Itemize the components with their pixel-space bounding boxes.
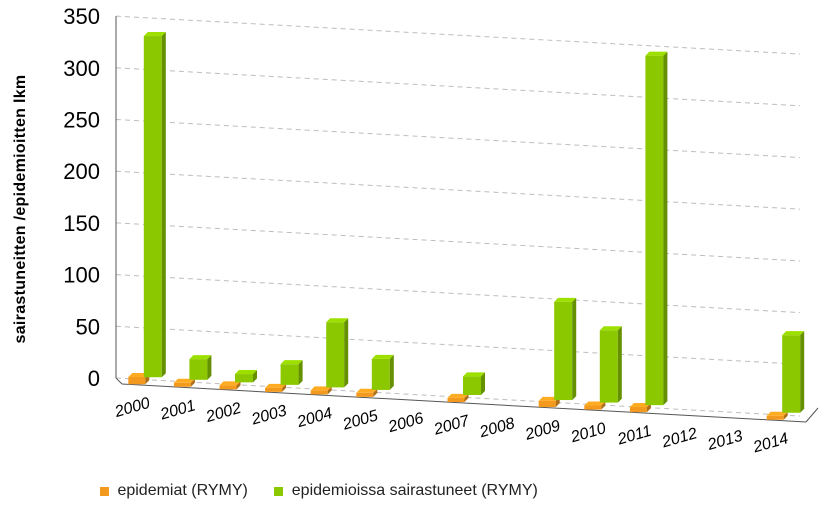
bar-sairastuneet-2007 — [463, 372, 485, 395]
bar-sairastuneet-2001 — [189, 355, 212, 380]
x-tick-label: 2012 — [659, 425, 699, 451]
bar-epidemiat-2014 — [766, 411, 788, 420]
gridline — [115, 15, 801, 55]
gridline — [115, 274, 801, 314]
x-tick-label: 2011 — [615, 423, 654, 449]
bar-epidemiat-2003 — [265, 383, 287, 392]
bar-epidemiat-2010 — [584, 401, 606, 410]
bar-epidemiat-2005 — [356, 388, 378, 397]
bars — [128, 32, 805, 420]
x-tick-label: 2000 — [112, 395, 152, 421]
y-tick-label: 150 — [63, 211, 100, 236]
x-tick-label: 2013 — [705, 428, 745, 454]
x-tick-label: 2014 — [750, 430, 790, 456]
bar-sairastuneet-2011 — [645, 51, 668, 406]
gridline — [115, 170, 801, 210]
x-tick-label: 2008 — [477, 415, 517, 441]
x-tick-label: 2002 — [203, 400, 243, 426]
bar-epidemiat-2007 — [447, 393, 469, 402]
legend-item-sairastuneet: epidemioissa sairastuneet (RYMY) — [274, 482, 538, 500]
bar-sairastuneet-2000 — [143, 32, 166, 378]
x-tick-label: 2003 — [249, 402, 289, 428]
gridline — [115, 119, 801, 158]
bar-sairastuneet-2010 — [599, 326, 622, 403]
y-tick-label: 300 — [63, 56, 100, 81]
x-tick-label: 2010 — [568, 420, 608, 446]
bar-sairastuneet-2004 — [326, 318, 349, 388]
gridlines — [115, 15, 801, 417]
legend: epidemiat (RYMY) epidemioissa sairastune… — [100, 482, 560, 500]
x-tick-label: 2007 — [431, 412, 472, 439]
y-tick-label: 0 — [88, 366, 100, 391]
legend-swatch-epidemiat — [100, 486, 109, 496]
y-axis-title: sairastuneitten /epidemioitten lkm — [12, 74, 29, 344]
legend-label-sairastuneet: epidemioissa sairastuneet (RYMY) — [291, 482, 538, 499]
bar-sairastuneet-2009 — [554, 297, 577, 401]
legend-label-epidemiat: epidemiat (RYMY) — [117, 482, 248, 499]
bar-sairastuneet-2002 — [235, 370, 257, 383]
y-tick-label: 100 — [63, 263, 100, 288]
bar-sairastuneet-2014 — [782, 331, 805, 413]
y-tick-label: 50 — [76, 314, 100, 339]
x-tick-label: 2004 — [294, 405, 334, 431]
floor-side-edge — [115, 377, 123, 385]
y-tick-labels: 0 50 100 150 200 250 300 350 — [63, 4, 100, 391]
gridline — [115, 67, 801, 107]
gridline — [115, 325, 801, 365]
y-tick-label: 350 — [63, 4, 100, 29]
legend-swatch-sairastuneet — [274, 486, 284, 496]
x-tick-label: 2005 — [340, 407, 380, 433]
bar-epidemiat-2002 — [219, 381, 241, 390]
x-tick-label: 2006 — [386, 410, 426, 436]
bar-sairastuneet-2003 — [280, 360, 303, 385]
x-tick-label: 2001 — [158, 397, 198, 423]
bar-epidemiat-2004 — [310, 386, 332, 395]
x-axis-line — [121, 383, 807, 423]
floor-end-edge — [805, 407, 819, 423]
x-tick-label: 2009 — [522, 418, 562, 444]
gridline — [115, 222, 801, 262]
legend-item-epidemiat: epidemiat (RYMY) — [100, 482, 248, 500]
y-tick-label: 200 — [63, 159, 100, 184]
x-tick-labels: 2000 2001 2002 2003 2004 2005 2006 2007 2008 2009… — [112, 395, 790, 457]
bar-sairastuneet-2005 — [371, 354, 394, 390]
bar-epidemiat-2001 — [173, 378, 195, 387]
y-tick-label: 250 — [63, 108, 100, 133]
axes — [115, 16, 819, 423]
